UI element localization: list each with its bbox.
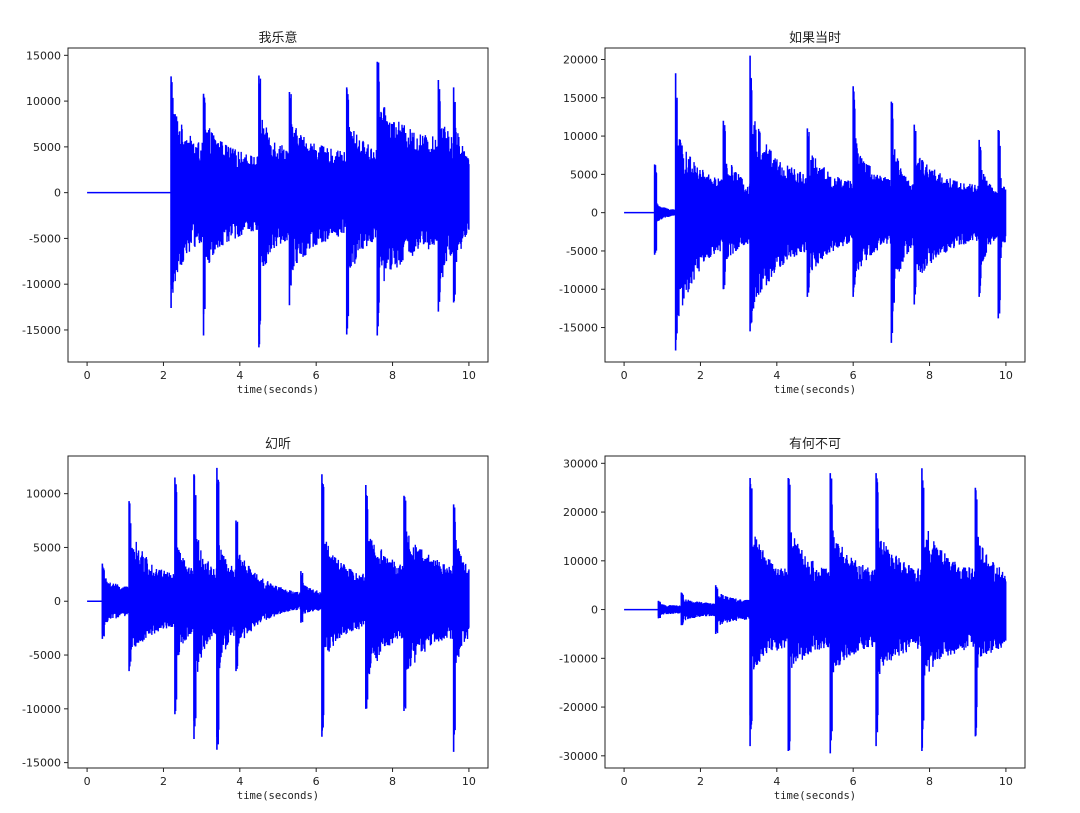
subplot-2-ytick-label: 15000 [563,92,598,105]
subplot-1-ytick-label: 10000 [26,95,61,108]
subplot-1-xtick-label: 4 [236,369,243,382]
subplot-4-axes-frame [604,455,1026,769]
subplot-3-ytick-label: 5000 [33,541,61,554]
subplot-4-xtick-label: 0 [621,775,628,788]
subplot-4-ytick-label: -30000 [559,750,598,763]
subplot-3-waveform [87,467,470,752]
subplot-2-xtick-label: 6 [850,369,857,382]
subplot-1-waveform [87,61,470,348]
subplot-2-xtick-label: 8 [926,369,933,382]
subplot-4-xtick-label: 10 [999,775,1013,788]
subplot-2-ytick-label: 0 [591,207,598,220]
subplot-3-ytick-label: -15000 [22,757,61,770]
subplot-3-xtick-label: 0 [84,775,91,788]
subplot-2: 如果当时 time(seconds) 20000 15000 10000 5000 0 -… [559,30,1026,396]
subplot-4-ytick-label: 20000 [563,506,598,519]
subplot-4-waveform [624,468,1007,754]
subplot-4-xtick-label: 6 [850,775,857,788]
subplot-3: 幻听 time(seconds) 10000 5000 0 -5000 -10000 -1… [22,437,489,802]
subplot-3-ytick-label: -5000 [29,649,61,662]
subplot-2-ytick-label: 20000 [563,53,598,66]
subplot-3-axes-frame [67,455,489,769]
subplot-4-ytick-label: 10000 [563,555,598,568]
subplot-1-ytick-label: 0 [54,187,61,200]
subplot-1-xtick-label: 2 [160,369,167,382]
subplot-4-ytick-label: -10000 [559,652,598,665]
subplot-1-ytick-label: -15000 [22,324,61,337]
subplot-2-ytick-label: 5000 [570,168,598,181]
subplot-1-xtick-label: 8 [389,369,396,382]
subplot-4-ytick-label: -20000 [559,701,598,714]
subplot-3-xtick-label: 10 [462,775,476,788]
subplot-3-xtick-label: 6 [313,775,320,788]
subplot-1: 我乐意 time(seconds) 15000 10000 5000 0 -5000 -1… [22,30,489,396]
subplot-2-xtick-label: 4 [773,369,780,382]
subplot-3-xlabel: time(seconds) [237,790,319,802]
subplot-2-xtick-label: 0 [621,369,628,382]
subplot-2-waveform [624,55,1007,351]
subplot-3-ytick-label: 10000 [26,488,61,501]
subplot-1-xlabel: time(seconds) [237,384,319,396]
subplot-4-ytick-label: 0 [591,604,598,617]
subplot-4-xtick-label: 2 [697,775,704,788]
subplot-1-xtick-label: 0 [84,369,91,382]
subplot-3-xtick-label: 4 [236,775,243,788]
subplot-3-ytick-label: -10000 [22,703,61,716]
subplot-4-xlabel: time(seconds) [774,790,856,802]
subplot-3-ytick-label: 0 [54,595,61,608]
subplot-2-axes-frame [604,47,1026,363]
subplot-1-xtick-label: 10 [462,369,476,382]
subplot-4: 有何不可 time(seconds) 30000 20000 10000 0 -1000… [559,436,1026,802]
subplot-1-ytick-label: 15000 [26,49,61,62]
subplot-1-title: 我乐意 [258,30,297,46]
subplot-3-title: 幻听 [265,437,291,452]
subplot-2-xlabel: time(seconds) [774,384,856,396]
subplot-4-xtick-label: 4 [773,775,780,788]
subplot-1-axes-frame [67,47,489,363]
subplot-4-ytick-label: 30000 [563,457,598,470]
subplot-2-ytick-label: 10000 [563,130,598,143]
subplot-1-ytick-label: -10000 [22,278,61,291]
subplot-2-ytick-label: -10000 [559,283,598,296]
subplot-1-ytick-label: 5000 [33,141,61,154]
subplot-4-title: 有何不可 [789,436,841,452]
subplot-3-xtick-label: 2 [160,775,167,788]
subplot-1-xtick-label: 6 [313,369,320,382]
subplot-1-ytick-label: -5000 [29,232,61,245]
subplot-4-xtick-label: 8 [926,775,933,788]
subplot-2-ytick-label: -15000 [559,322,598,335]
subplot-2-title: 如果当时 [789,30,841,46]
subplot-2-xtick-label: 2 [697,369,704,382]
subplot-2-xtick-label: 10 [999,369,1013,382]
subplot-3-xtick-label: 8 [389,775,396,788]
subplot-2-ytick-label: -5000 [566,245,598,258]
